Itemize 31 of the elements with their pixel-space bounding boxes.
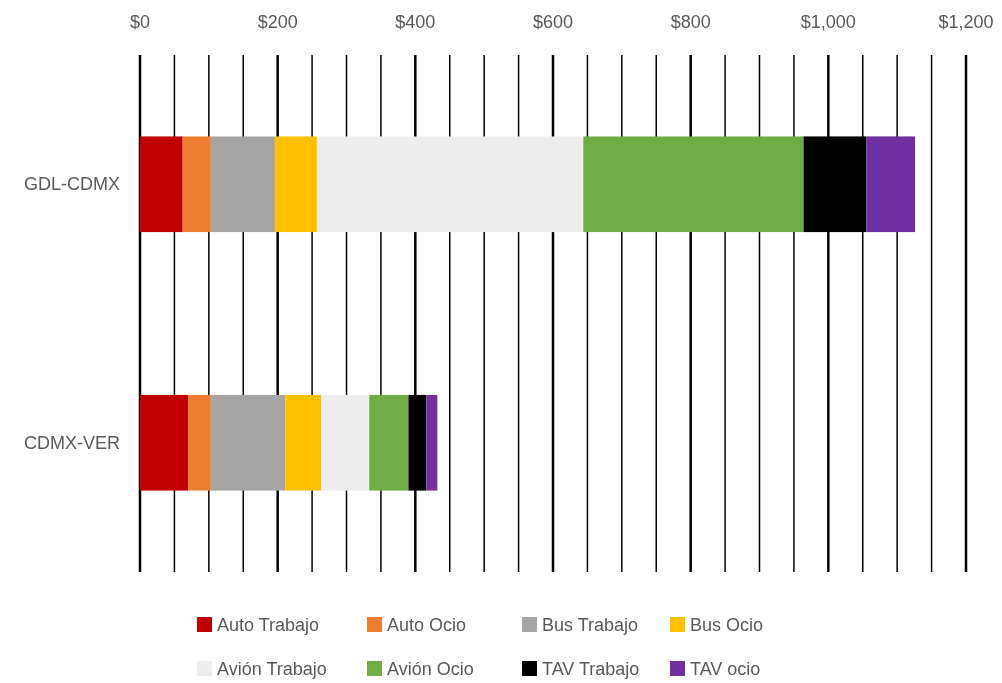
x-tick-label: $200	[257, 12, 298, 32]
x-tick-label: $600	[532, 12, 574, 32]
bar	[182, 136, 211, 233]
bar	[866, 136, 916, 233]
bar	[583, 136, 804, 233]
legend-label: Avión Ocio	[387, 659, 474, 679]
bar	[140, 394, 189, 491]
legend-label: Auto Trabajo	[217, 615, 320, 635]
bar	[316, 136, 584, 233]
legend-label: TAV Trabajo	[542, 659, 640, 679]
bar	[426, 394, 438, 491]
x-tick-label: $400	[395, 12, 436, 32]
x-tick-label: $1,200	[938, 12, 994, 32]
bar	[285, 394, 322, 491]
legend-label: Bus Trabajo	[542, 615, 639, 635]
y-tick-label: GDL-CDMX	[23, 174, 120, 195]
x-tick-label: $0	[129, 12, 151, 32]
bar	[321, 394, 370, 491]
bar	[210, 136, 275, 233]
legend-label: Bus Ocio	[690, 615, 764, 635]
bar	[369, 394, 409, 491]
bar	[210, 394, 286, 491]
legend-label: Auto Ocio	[387, 615, 467, 635]
bar	[140, 136, 183, 233]
legend-label: TAV ocio	[690, 659, 761, 679]
legend-label: Avión Trabajo	[217, 659, 327, 679]
bar	[274, 136, 317, 233]
bar	[188, 394, 211, 491]
x-tick-label: $800	[670, 12, 711, 32]
x-tick-label: $1,000	[800, 12, 856, 32]
y-tick-label: CDMX-VER	[23, 432, 120, 453]
